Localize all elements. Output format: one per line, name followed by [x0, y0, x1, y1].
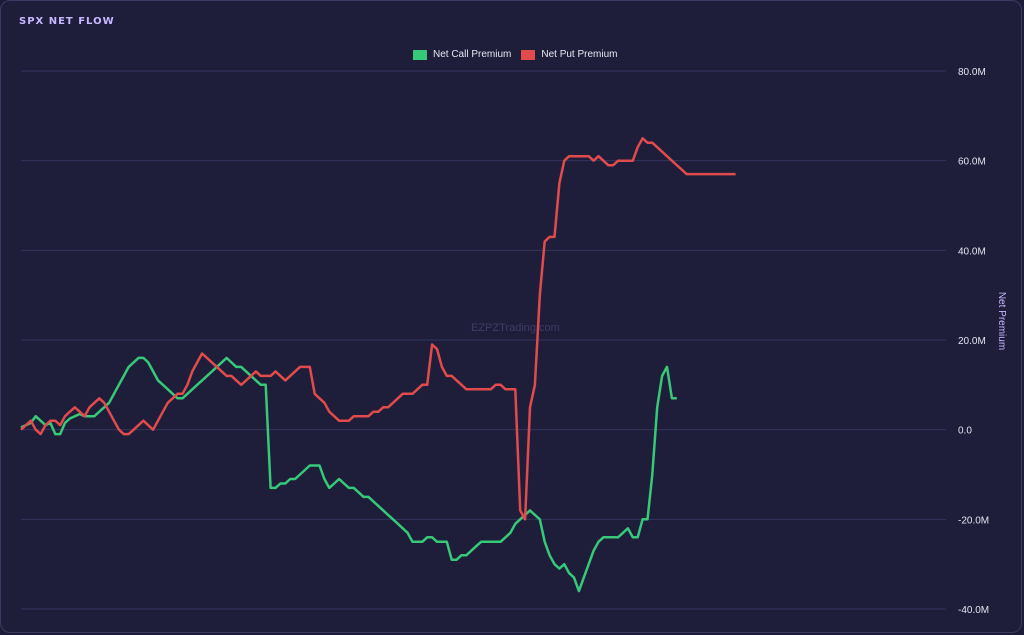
legend-label-net-put-premium: Net Put Premium — [541, 49, 618, 60]
series-line-net-put-premium[interactable] — [20, 137, 736, 521]
chart-legend: Net Call Premium Net Put Premium — [413, 49, 618, 60]
y-tick-label: 0.0 — [958, 426, 972, 437]
y-tick-label: 20.0M — [958, 336, 986, 347]
y-tick-label: -40.0M — [958, 605, 989, 616]
legend-label-net-call-premium: Net Call Premium — [433, 49, 512, 60]
gridlines — [21, 70, 946, 610]
y-tick-label: -20.0M — [958, 515, 989, 526]
legend-swatch-net-put-premium — [521, 49, 536, 60]
watermark-text: EZPZTrading.com — [471, 322, 560, 334]
legend-swatch-net-call-premium — [413, 49, 427, 60]
y-tick-label: 60.0M — [958, 157, 986, 168]
series-line-net-call-premium[interactable] — [20, 356, 677, 593]
y-tick-label: 40.0M — [958, 246, 986, 257]
legend-item-net-put-premium[interactable]: Net Put Premium — [521, 49, 618, 60]
chart-title: SPX NET FLOW — [19, 16, 115, 27]
y-axis: 80.0M 60.0M 40.0M 20.0M 0.0 -20.0M -40.0M — [958, 67, 989, 616]
legend-item-net-call-premium[interactable]: Net Call Premium — [413, 49, 511, 60]
y-tick-label: 80.0M — [958, 67, 986, 78]
y-axis-label: Net Premium — [996, 292, 1007, 350]
series-layer — [20, 137, 736, 593]
